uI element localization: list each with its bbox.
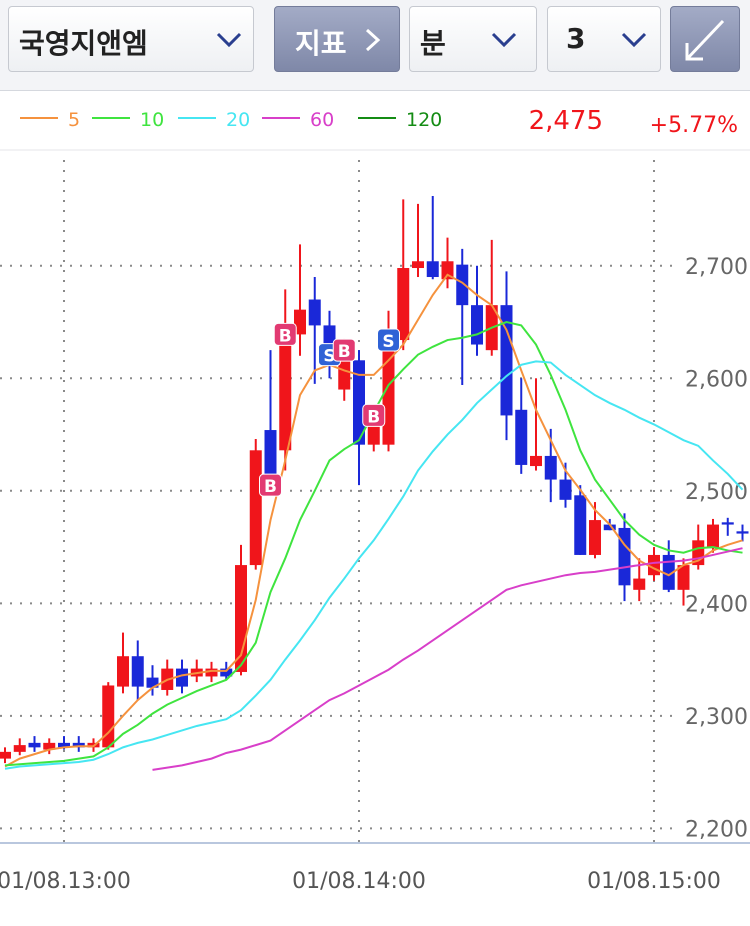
candle-body xyxy=(205,668,218,677)
candle-body xyxy=(382,340,395,445)
legend-label: 60 xyxy=(310,109,334,131)
unit-dropdown[interactable]: 분 xyxy=(409,6,537,72)
toolbar: 국영지앤엠 지표 분 3 xyxy=(0,0,750,91)
x-tick-label: 01/08.14:00 xyxy=(292,869,426,894)
candle-body xyxy=(13,745,26,752)
candle-body xyxy=(412,261,424,269)
legend-label: 10 xyxy=(140,109,164,131)
trade-marker-label: B xyxy=(264,477,277,497)
candle-body xyxy=(308,299,321,326)
y-tick-label: 2,400 xyxy=(685,592,748,617)
candle-body xyxy=(58,742,70,748)
candle-body xyxy=(397,268,410,341)
candle-body xyxy=(294,309,306,335)
candle-body xyxy=(603,524,616,531)
candle-body xyxy=(279,334,292,451)
candle-body xyxy=(574,495,587,555)
trade-marker: B xyxy=(259,473,282,497)
stock-dropdown[interactable]: 국영지앤엠 xyxy=(8,6,254,72)
indicator-button[interactable]: 지표 xyxy=(274,6,400,72)
trade-marker-badge xyxy=(273,322,297,346)
candle-body xyxy=(559,479,572,500)
trade-marker-badge xyxy=(332,338,356,362)
legend-label: 5 xyxy=(68,109,80,131)
candle-body xyxy=(0,751,11,759)
y-tick-label: 2,500 xyxy=(685,480,748,505)
ma-line xyxy=(4,360,744,770)
candle-body xyxy=(176,668,188,687)
y-tick-label: 2,300 xyxy=(685,705,748,730)
indicator-label: 지표 xyxy=(295,27,347,60)
period-label: 3 xyxy=(566,22,586,55)
candle-body xyxy=(426,261,439,278)
trade-marker-label: B xyxy=(367,407,380,427)
y-tick-label: 2,700 xyxy=(685,255,748,280)
candle-body xyxy=(662,554,675,590)
candle-body xyxy=(544,455,557,480)
expand-icon xyxy=(685,19,725,61)
candle-body xyxy=(131,656,144,687)
candle-body xyxy=(72,742,85,748)
candle-body xyxy=(677,565,690,590)
candle-body xyxy=(618,527,631,586)
x-tick-label: 01/08.13:00 xyxy=(0,869,131,894)
candle-body xyxy=(500,305,513,416)
ma-line xyxy=(152,547,743,771)
trade-marker-label: S xyxy=(382,332,394,352)
trade-marker: B xyxy=(362,403,386,427)
candle-body xyxy=(707,524,719,549)
trade-marker-label: B xyxy=(338,342,351,362)
candle-body xyxy=(146,677,159,688)
trade-marker-badge xyxy=(362,403,386,427)
candle-body xyxy=(589,520,601,555)
trade-marker: S xyxy=(377,328,400,352)
candle-body xyxy=(264,430,277,486)
stock-name: 국영지앤엠 xyxy=(19,27,148,60)
candle-body xyxy=(102,685,115,748)
y-tick-label: 2,600 xyxy=(685,367,748,392)
candle-body xyxy=(471,305,483,345)
change-rate: +5.77% xyxy=(650,113,738,138)
expand-button[interactable] xyxy=(670,6,740,72)
trade-marker-badge xyxy=(377,328,400,352)
chevron xyxy=(621,32,647,48)
trade-marker: B xyxy=(273,322,297,346)
candle-body xyxy=(456,264,469,306)
period-dropdown[interactable]: 3 xyxy=(547,6,661,72)
candle-body xyxy=(441,261,454,280)
candle-body xyxy=(353,360,365,445)
candle-body xyxy=(28,742,41,748)
candle-body xyxy=(515,409,528,465)
candle-body xyxy=(530,455,542,467)
trade-marker: B xyxy=(332,338,356,362)
trade-marker-label: B xyxy=(279,326,292,346)
candle-body xyxy=(43,742,56,750)
legend-label: 120 xyxy=(406,109,442,131)
trade-marker-badge xyxy=(259,473,282,497)
trade-marker-label: S xyxy=(323,347,335,367)
candle-body xyxy=(249,450,262,566)
legend-label: 20 xyxy=(226,109,250,131)
candle-body xyxy=(117,656,129,687)
candle-body xyxy=(721,522,734,525)
chevron-right xyxy=(365,28,381,52)
x-tick-label: 01/08.15:00 xyxy=(587,869,721,894)
y-tick-label: 2,200 xyxy=(685,817,748,842)
candle-body xyxy=(736,531,749,534)
chevron xyxy=(216,32,242,48)
last-price: 2,475 xyxy=(529,106,603,136)
candle-body xyxy=(220,668,233,677)
chevron xyxy=(491,32,517,48)
candle-body xyxy=(633,578,646,590)
unit-label: 분 xyxy=(420,27,446,60)
ma-line xyxy=(4,273,743,768)
ma-line xyxy=(4,320,743,767)
